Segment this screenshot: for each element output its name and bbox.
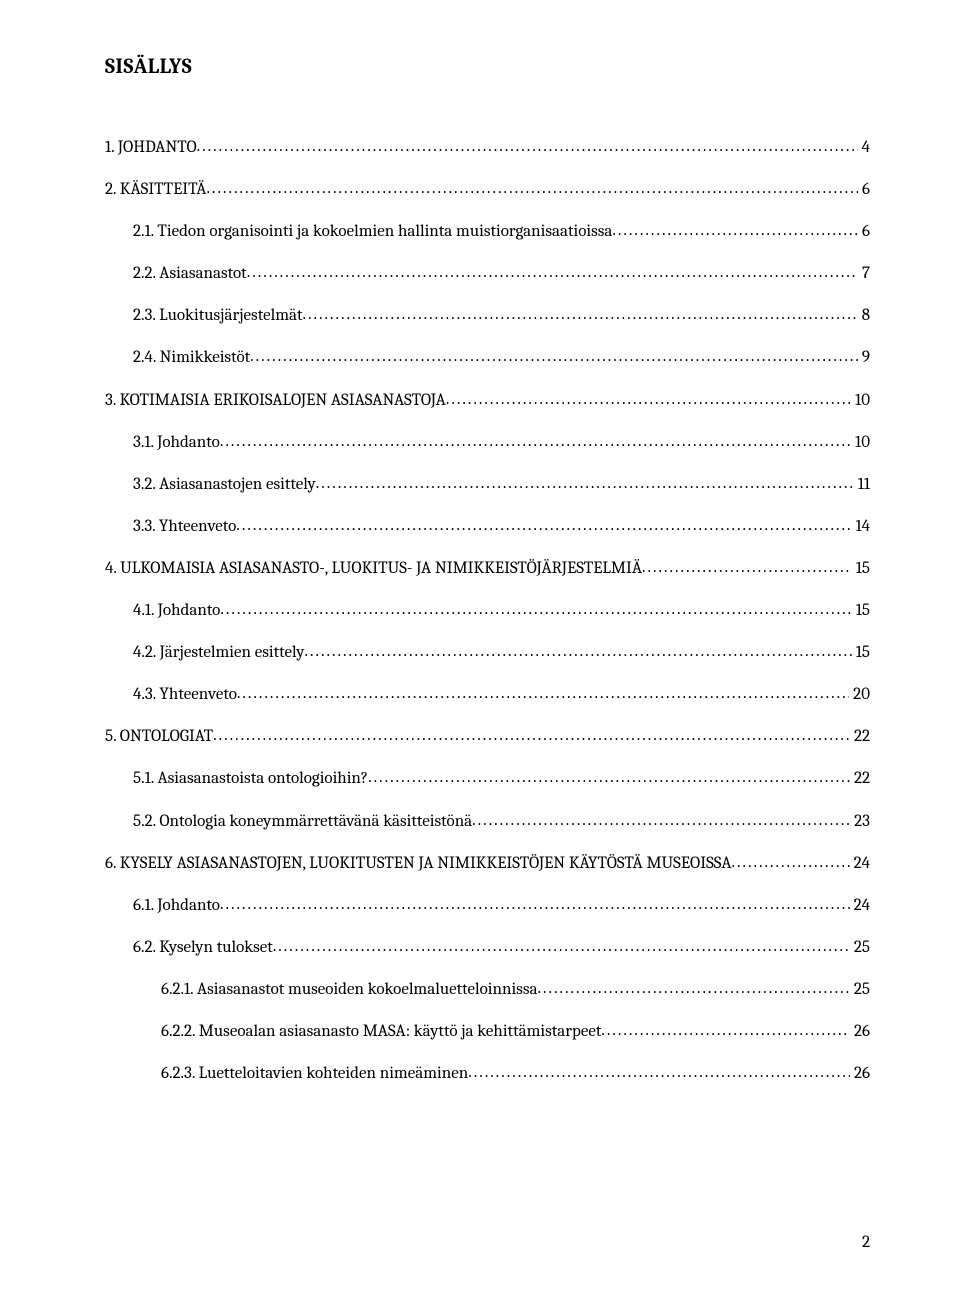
toc-entry: 4.2. Järjestelmien esittely.............… bbox=[105, 642, 870, 664]
toc-page-number: 26 bbox=[850, 1021, 870, 1043]
toc-entry: 2.3. Luokitusjärjestelmät...............… bbox=[105, 305, 870, 327]
toc-label: 3.3. Yhteenveto bbox=[133, 516, 236, 538]
toc-entry: 3. KOTIMAISIA ERIKOISALOJEN ASIASANASTOJ… bbox=[105, 390, 870, 412]
toc-entry: 3.2. Asiasanastojen esittely............… bbox=[105, 474, 870, 496]
toc-label: 4. ULKOMAISIA ASIASANASTO-, LUOKITUS- JA… bbox=[105, 558, 642, 580]
toc-label: 6.2.1. Asiasanastot museoiden kokoelmalu… bbox=[161, 979, 538, 1001]
toc-page-number: 10 bbox=[851, 390, 870, 412]
toc-leader-dots: ........................................… bbox=[304, 641, 851, 663]
toc-label: 1. JOHDANTO bbox=[105, 137, 197, 159]
toc-label: 3.2. Asiasanastojen esittely bbox=[133, 474, 316, 496]
toc-label: 6.2. Kyselyn tulokset bbox=[133, 937, 273, 959]
toc-entry: 3.3. Yhteenveto.........................… bbox=[105, 516, 870, 538]
toc-leader-dots: ........................................… bbox=[220, 431, 851, 453]
toc-leader-dots: ........................................… bbox=[642, 557, 852, 579]
toc-label: 6. KYSELY ASIASANASTOJEN, LUOKITUSTEN JA… bbox=[105, 853, 732, 875]
toc-label: 3. KOTIMAISIA ERIKOISALOJEN ASIASANASTOJ… bbox=[105, 390, 446, 412]
toc-leader-dots: ........................................… bbox=[368, 767, 850, 789]
toc-entry: 3.1. Johdanto...........................… bbox=[105, 432, 870, 454]
toc-leader-dots: ........................................… bbox=[247, 262, 858, 284]
toc-page-number: 26 bbox=[850, 1063, 870, 1085]
toc-leader-dots: ........................................… bbox=[538, 978, 850, 1000]
toc-label: 4.3. Yhteenveto bbox=[133, 684, 237, 706]
table-of-contents: 1. JOHDANTO.............................… bbox=[105, 137, 870, 1085]
toc-page-number: 15 bbox=[852, 642, 870, 664]
toc-entry: 5.2. Ontologia koneymmärrettävänä käsitt… bbox=[105, 811, 870, 833]
toc-leader-dots: ........................................… bbox=[446, 389, 851, 411]
toc-entry: 2. KÄSITTEITÄ...........................… bbox=[105, 179, 870, 201]
toc-leader-dots: ........................................… bbox=[273, 936, 850, 958]
toc-leader-dots: ........................................… bbox=[250, 346, 858, 368]
toc-page-number: 6 bbox=[858, 179, 870, 201]
toc-entry: 5. ONTOLOGIAT...........................… bbox=[105, 726, 870, 748]
toc-entry: 1. JOHDANTO.............................… bbox=[105, 137, 870, 159]
toc-leader-dots: ........................................… bbox=[206, 178, 858, 200]
toc-entry: 6.2.3. Luetteloitavien kohteiden nimeämi… bbox=[105, 1063, 870, 1085]
toc-leader-dots: ........................................… bbox=[197, 136, 858, 158]
toc-entry: 6.2.1. Asiasanastot museoiden kokoelmalu… bbox=[105, 979, 870, 1001]
toc-leader-dots: ........................................… bbox=[220, 894, 850, 916]
toc-entry: 6. KYSELY ASIASANASTOJEN, LUOKITUSTEN JA… bbox=[105, 853, 870, 875]
toc-page-number: 22 bbox=[850, 726, 870, 748]
toc-entry: 6.1. Johdanto...........................… bbox=[105, 895, 870, 917]
toc-leader-dots: ........................................… bbox=[303, 304, 858, 326]
page-title: SISÄLLYS bbox=[105, 55, 870, 79]
toc-label: 4.1. Johdanto bbox=[133, 600, 220, 622]
toc-page-number: 15 bbox=[852, 558, 870, 580]
toc-label: 2.4. Nimikkeistöt bbox=[133, 347, 250, 369]
toc-entry: 5.1. Asiasanastoista ontologioihin?.....… bbox=[105, 768, 870, 790]
toc-page-number: 14 bbox=[851, 516, 870, 538]
toc-page-number: 6 bbox=[858, 221, 870, 243]
toc-label: 3.1. Johdanto bbox=[133, 432, 220, 454]
toc-page-number: 23 bbox=[850, 811, 870, 833]
toc-page-number: 20 bbox=[849, 684, 870, 706]
toc-label: 5. ONTOLOGIAT bbox=[105, 726, 213, 748]
toc-label: 6.2.2. Museoalan asiasanasto MASA: käytt… bbox=[161, 1021, 601, 1043]
toc-page-number: 25 bbox=[850, 979, 870, 1001]
toc-leader-dots: ........................................… bbox=[237, 683, 849, 705]
toc-page-number: 10 bbox=[851, 432, 870, 454]
toc-label: 5.2. Ontologia koneymmärrettävänä käsitt… bbox=[133, 811, 472, 833]
page-number: 2 bbox=[862, 1233, 870, 1252]
toc-entry: 4. ULKOMAISIA ASIASANASTO-, LUOKITUS- JA… bbox=[105, 558, 870, 580]
toc-entry: 4.3. Yhteenveto.........................… bbox=[105, 684, 870, 706]
toc-label: 4.2. Järjestelmien esittely bbox=[133, 642, 304, 664]
toc-label: 2.1. Tiedon organisointi ja kokoelmien h… bbox=[133, 221, 612, 243]
toc-page-number: 4 bbox=[858, 137, 870, 159]
toc-page-number: 15 bbox=[852, 600, 870, 622]
toc-label: 6.2.3. Luetteloitavien kohteiden nimeämi… bbox=[161, 1063, 468, 1085]
toc-page-number: 22 bbox=[850, 768, 870, 790]
toc-leader-dots: ........................................… bbox=[316, 473, 854, 495]
toc-page-number: 11 bbox=[854, 474, 870, 496]
toc-page-number: 25 bbox=[850, 937, 870, 959]
toc-page-number: 24 bbox=[850, 853, 870, 875]
document-page: SISÄLLYS 1. JOHDANTO....................… bbox=[0, 0, 960, 1135]
toc-leader-dots: ........................................… bbox=[612, 220, 858, 242]
toc-entry: 2.1. Tiedon organisointi ja kokoelmien h… bbox=[105, 221, 870, 243]
toc-label: 2.3. Luokitusjärjestelmät bbox=[133, 305, 303, 327]
toc-page-number: 9 bbox=[858, 347, 870, 369]
toc-page-number: 7 bbox=[858, 263, 870, 285]
toc-entry: 4.1. Johdanto...........................… bbox=[105, 600, 870, 622]
toc-page-number: 24 bbox=[850, 895, 870, 917]
toc-entry: 6.2.2. Museoalan asiasanasto MASA: käytt… bbox=[105, 1021, 870, 1043]
toc-leader-dots: ........................................… bbox=[213, 725, 850, 747]
toc-entry: 6.2. Kyselyn tulokset...................… bbox=[105, 937, 870, 959]
toc-leader-dots: ........................................… bbox=[472, 810, 850, 832]
toc-leader-dots: ........................................… bbox=[601, 1020, 850, 1042]
toc-label: 6.1. Johdanto bbox=[133, 895, 220, 917]
toc-entry: 2.4. Nimikkeistöt.......................… bbox=[105, 347, 870, 369]
toc-leader-dots: ........................................… bbox=[732, 852, 850, 874]
toc-leader-dots: ........................................… bbox=[220, 599, 851, 621]
toc-label: 2. KÄSITTEITÄ bbox=[105, 179, 206, 201]
toc-leader-dots: ........................................… bbox=[468, 1062, 850, 1084]
toc-entry: 2.2. Asiasanastot.......................… bbox=[105, 263, 870, 285]
toc-label: 5.1. Asiasanastoista ontologioihin? bbox=[133, 768, 368, 790]
toc-leader-dots: ........................................… bbox=[236, 515, 851, 537]
toc-page-number: 8 bbox=[858, 305, 870, 327]
toc-label: 2.2. Asiasanastot bbox=[133, 263, 247, 285]
